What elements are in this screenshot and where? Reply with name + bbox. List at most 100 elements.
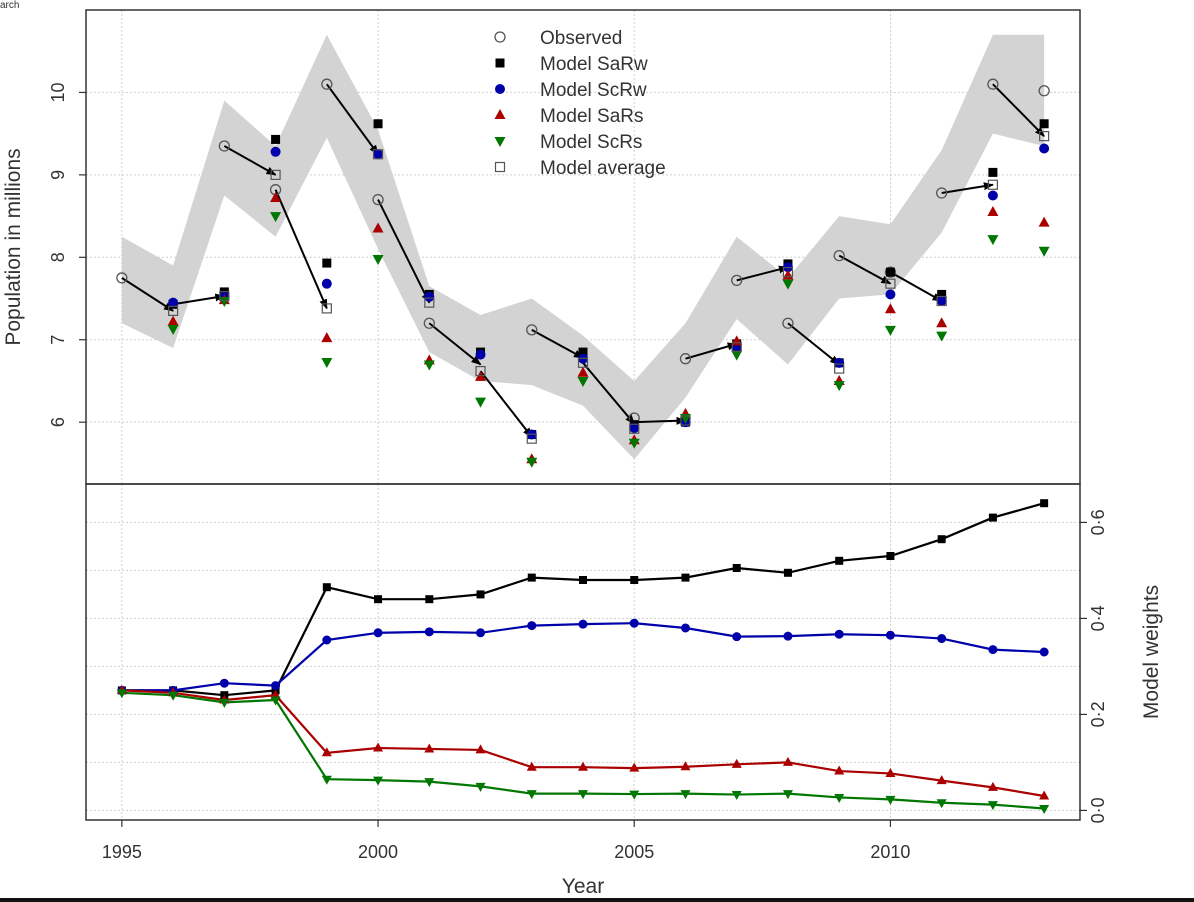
model-scrs-weight-point — [782, 790, 793, 800]
observed-point — [526, 324, 538, 336]
model-sars-weight-point — [578, 761, 588, 771]
x-tick-label: 2000 — [358, 842, 398, 862]
observed-point — [782, 317, 794, 329]
model-average-point — [577, 357, 589, 368]
model-scrw-weight-point — [271, 681, 281, 691]
observed-point — [731, 274, 743, 287]
model-scrw-weight-point — [476, 628, 486, 638]
transition-arrow — [121, 277, 174, 312]
model-scrw-weight-point — [322, 635, 332, 645]
model-average-point — [526, 433, 537, 444]
model-sarw-weight-point — [681, 573, 690, 582]
model-average-point — [219, 290, 230, 302]
transition-arrow — [223, 145, 277, 176]
model-scrw-weight-point — [783, 631, 793, 641]
y-tick-label: 10 — [48, 82, 68, 102]
y-axis-title-right: Model weights — [1140, 585, 1163, 719]
observed-point — [372, 193, 384, 206]
model-scrs-weight-point — [987, 801, 998, 811]
model-sarw-weight-point — [374, 595, 383, 604]
observed-point — [936, 187, 948, 199]
model-sars-weight-point — [629, 762, 640, 772]
model-scrs-weight-point — [168, 691, 179, 701]
model-sarw-point — [271, 134, 281, 144]
model-scrs-point — [731, 350, 743, 361]
transition-arrow — [685, 342, 738, 360]
model-scrw-weight-point — [834, 629, 844, 639]
observed-point — [679, 353, 692, 365]
model-average-point — [475, 365, 486, 377]
legend-marker — [495, 84, 505, 94]
model-scrw-weight-point — [732, 632, 742, 642]
model-scrw-weight-point — [629, 618, 639, 628]
model-scrw-point — [885, 289, 896, 300]
model-sars-point — [987, 205, 999, 216]
model-scrw-weight-point — [988, 645, 998, 655]
model-scrw-weight-point — [578, 619, 588, 629]
transition-arrow — [172, 293, 226, 306]
model-scrs-point — [782, 279, 794, 290]
model-scrs-weight-point — [629, 790, 640, 800]
model-average-point — [987, 179, 998, 190]
model-sarw-point — [373, 119, 383, 129]
transition-arrow — [634, 416, 687, 425]
model-average-point — [168, 305, 179, 316]
model-scrs-point — [270, 212, 282, 223]
model-sarw-weight-point — [835, 556, 844, 565]
model-scrs-weight-point — [680, 790, 691, 800]
y-tick-label: 0·2 — [1088, 701, 1108, 727]
observed-point — [884, 266, 897, 278]
legend-marker — [494, 137, 506, 147]
model-average-point — [629, 423, 640, 434]
model-scrw-point — [168, 297, 179, 308]
legend-marker — [494, 31, 506, 43]
model-scrw-weight-point — [424, 627, 434, 637]
model-scrs-weight-point — [219, 698, 230, 708]
model-sars-point — [167, 315, 179, 326]
y-axis-title: Population in millions — [2, 148, 25, 345]
model-scrs-point — [628, 438, 640, 449]
transition-arrow — [838, 254, 892, 285]
model-scrs-point — [167, 325, 179, 336]
model-sarw-weight-point — [630, 576, 639, 584]
model-scrs-weight-point — [936, 799, 947, 809]
model-sars-point — [936, 317, 948, 328]
transition-arrow — [736, 265, 789, 282]
transition-arrow — [992, 83, 1045, 137]
model-average-point — [936, 295, 947, 307]
observed-point — [218, 140, 230, 152]
corner-label: arch — [0, 0, 20, 11]
bottom-rule — [0, 898, 1194, 902]
model-scrw-point — [629, 422, 640, 433]
model-sars-weight-point — [936, 775, 947, 785]
model-sars-point — [1038, 216, 1050, 227]
y-tick-label: 7 — [48, 335, 68, 345]
legend-label: Observed — [540, 28, 622, 49]
model-scrw-point — [834, 357, 845, 368]
legend-marker — [494, 161, 506, 173]
model-scrs-weight-point — [885, 795, 896, 805]
model-sars-weight-point — [680, 761, 691, 771]
model-scrw-point — [1039, 143, 1050, 154]
transition-arrow — [889, 271, 943, 302]
model-scrs-point — [526, 457, 538, 468]
model-scrw-weight-line — [121, 622, 1045, 692]
model-sars-weight-point — [270, 689, 281, 699]
model-sarw-weight-point — [527, 573, 536, 582]
model-sars-point — [321, 332, 333, 343]
model-scrs-weight-point — [321, 775, 332, 785]
model-sars-weight-point — [424, 743, 435, 753]
model-sars-weight-point — [885, 767, 896, 777]
model-scrs-weight-point — [475, 782, 486, 792]
transition-arrow — [274, 189, 328, 310]
model-scrs-point — [936, 331, 948, 342]
legend-label: Model average — [540, 158, 666, 179]
model-sarw-weight-point — [579, 576, 587, 584]
model-scrw-weight-point — [937, 634, 947, 644]
observed-point — [987, 78, 999, 90]
model-scrs-weight-point — [270, 696, 281, 706]
model-average-point — [680, 415, 691, 426]
x-tick-label: 2005 — [614, 842, 654, 862]
model-average-point — [885, 278, 896, 289]
